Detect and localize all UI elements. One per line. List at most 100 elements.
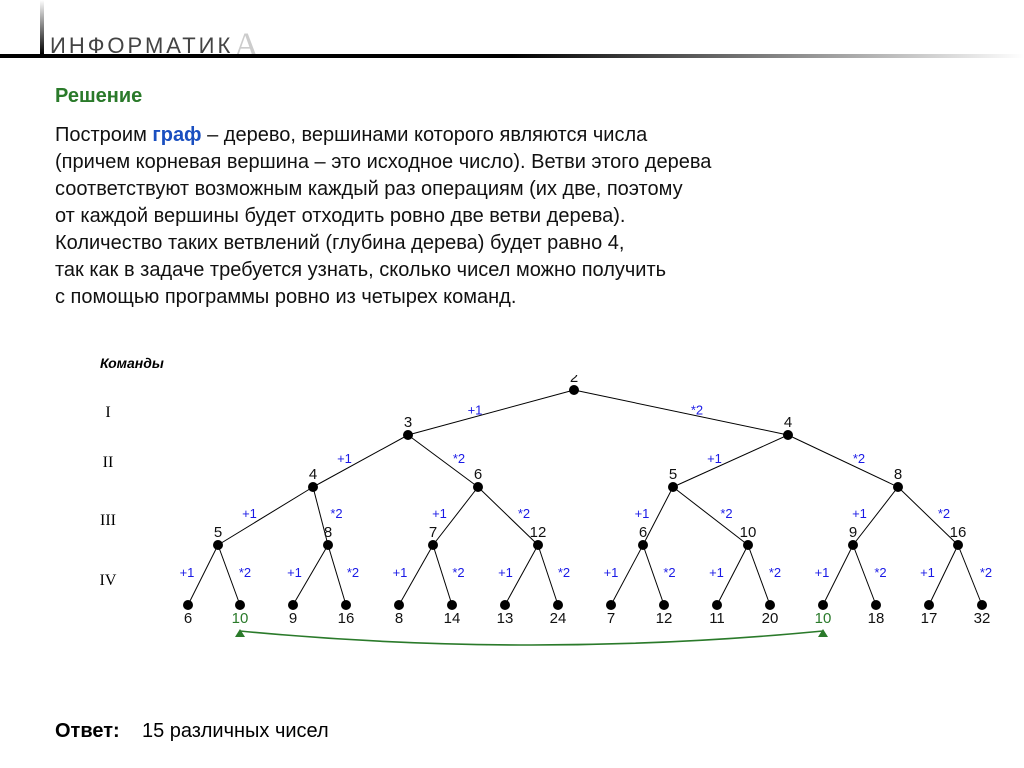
tree-node <box>953 540 963 550</box>
tree-node <box>606 600 616 610</box>
para-6: так как в задаче требуется узнать, сколь… <box>55 259 666 281</box>
tree-node <box>712 600 722 610</box>
para-3: соответствуют возможным каждый раз опера… <box>55 178 683 200</box>
node-value: 8 <box>395 610 403 627</box>
header-divider <box>0 54 1024 58</box>
tree-node <box>403 430 413 440</box>
tree-node <box>569 385 579 395</box>
edge-op-label: +1 <box>604 565 619 580</box>
node-value: 9 <box>849 524 857 541</box>
answer-label: Ответ: <box>55 720 120 742</box>
tree-node <box>659 600 669 610</box>
duplicate-arc <box>240 631 823 645</box>
tree-node <box>235 600 245 610</box>
edge-op-label: *2 <box>853 451 865 466</box>
node-value: 2 <box>570 375 578 386</box>
edge-op-label: *2 <box>938 506 950 521</box>
para-1a: Построим <box>55 124 152 146</box>
tree-node <box>323 540 333 550</box>
edge-op-label: *2 <box>980 565 992 580</box>
tree-node <box>818 600 828 610</box>
para-2: (причем корневая вершина – это исходное … <box>55 151 711 173</box>
edge-op-label: *2 <box>452 565 464 580</box>
tree-edge <box>313 435 408 487</box>
node-value: 10 <box>740 524 757 541</box>
arc-arrow-left <box>235 629 245 637</box>
node-value: 10 <box>815 610 832 627</box>
node-value: 16 <box>338 610 355 627</box>
tree-edge <box>673 487 748 545</box>
edge-op-label: *2 <box>239 565 251 580</box>
tree-node <box>447 600 457 610</box>
node-value: 17 <box>921 610 938 627</box>
edge-op-label: *2 <box>874 565 886 580</box>
node-value: 12 <box>530 524 547 541</box>
node-value: 7 <box>429 524 437 541</box>
tree-edge <box>408 435 478 487</box>
tree-node <box>848 540 858 550</box>
header-vert-accent <box>40 0 44 54</box>
edge-op-label: +1 <box>468 403 483 418</box>
para-4: от каждой вершины будет отходить ровно д… <box>55 205 625 227</box>
edge-op-label: *2 <box>720 506 732 521</box>
roman-level: II <box>103 454 114 471</box>
edge-op-label: +1 <box>498 565 513 580</box>
tree-edge <box>408 390 574 435</box>
tree-edge <box>958 545 982 605</box>
arc-arrow-right <box>818 629 828 637</box>
tree-edge <box>328 545 346 605</box>
tree-node <box>394 600 404 610</box>
tree-node <box>668 482 678 492</box>
edge-op-label: +1 <box>707 451 722 466</box>
tree-edge <box>673 435 788 487</box>
edge-op-label: +1 <box>287 565 302 580</box>
node-value: 8 <box>324 524 332 541</box>
answer-line: Ответ: 15 различных чисел <box>55 720 329 743</box>
tree-node <box>533 540 543 550</box>
tree-edge <box>574 390 788 435</box>
tree-edge <box>788 435 898 487</box>
para-7: с помощью программы ровно из четырех ком… <box>55 286 516 308</box>
para-graph-word: граф <box>152 124 201 146</box>
tree-node <box>893 482 903 492</box>
node-value: 13 <box>497 610 514 627</box>
node-value: 5 <box>214 524 222 541</box>
content-block: Решение Построим граф – дерево, вершинам… <box>55 85 994 311</box>
node-value: 18 <box>868 610 885 627</box>
tree-node <box>871 600 881 610</box>
edge-op-label: +1 <box>432 506 447 521</box>
tree-node <box>765 600 775 610</box>
node-value: 24 <box>550 610 567 627</box>
edge-op-label: *2 <box>330 506 342 521</box>
tree-diagram: IIIIIIIV+1*2+1*2+1*2+1*2+1*2+1*2+1*2+1*2… <box>88 375 988 675</box>
tree-edge <box>853 545 876 605</box>
commands-label: Команды <box>100 355 164 371</box>
tree-node <box>783 430 793 440</box>
node-value: 6 <box>474 466 482 483</box>
edge-op-label: +1 <box>635 506 650 521</box>
node-value: 6 <box>184 610 192 627</box>
edge-op-label: +1 <box>242 506 257 521</box>
roman-level: III <box>100 512 116 529</box>
tree-node <box>213 540 223 550</box>
edge-op-label: *2 <box>518 506 530 521</box>
tree-node <box>341 600 351 610</box>
answer-text: 15 различных чисел <box>142 720 329 742</box>
node-value: 8 <box>894 466 902 483</box>
node-value: 7 <box>607 610 615 627</box>
tree-node <box>553 600 563 610</box>
tree-svg: IIIIIIIV+1*2+1*2+1*2+1*2+1*2+1*2+1*2+1*2… <box>88 375 1018 675</box>
node-value: 9 <box>289 610 297 627</box>
tree-edge <box>433 545 452 605</box>
edge-op-label: *2 <box>453 451 465 466</box>
node-value: 16 <box>950 524 967 541</box>
tree-node <box>473 482 483 492</box>
node-value: 3 <box>404 414 412 431</box>
edge-op-label: *2 <box>347 565 359 580</box>
roman-level: IV <box>100 572 117 589</box>
tree-node <box>638 540 648 550</box>
edge-op-label: +1 <box>180 565 195 580</box>
edge-op-label: *2 <box>691 403 703 418</box>
node-value: 12 <box>656 610 673 627</box>
edge-op-label: +1 <box>920 565 935 580</box>
